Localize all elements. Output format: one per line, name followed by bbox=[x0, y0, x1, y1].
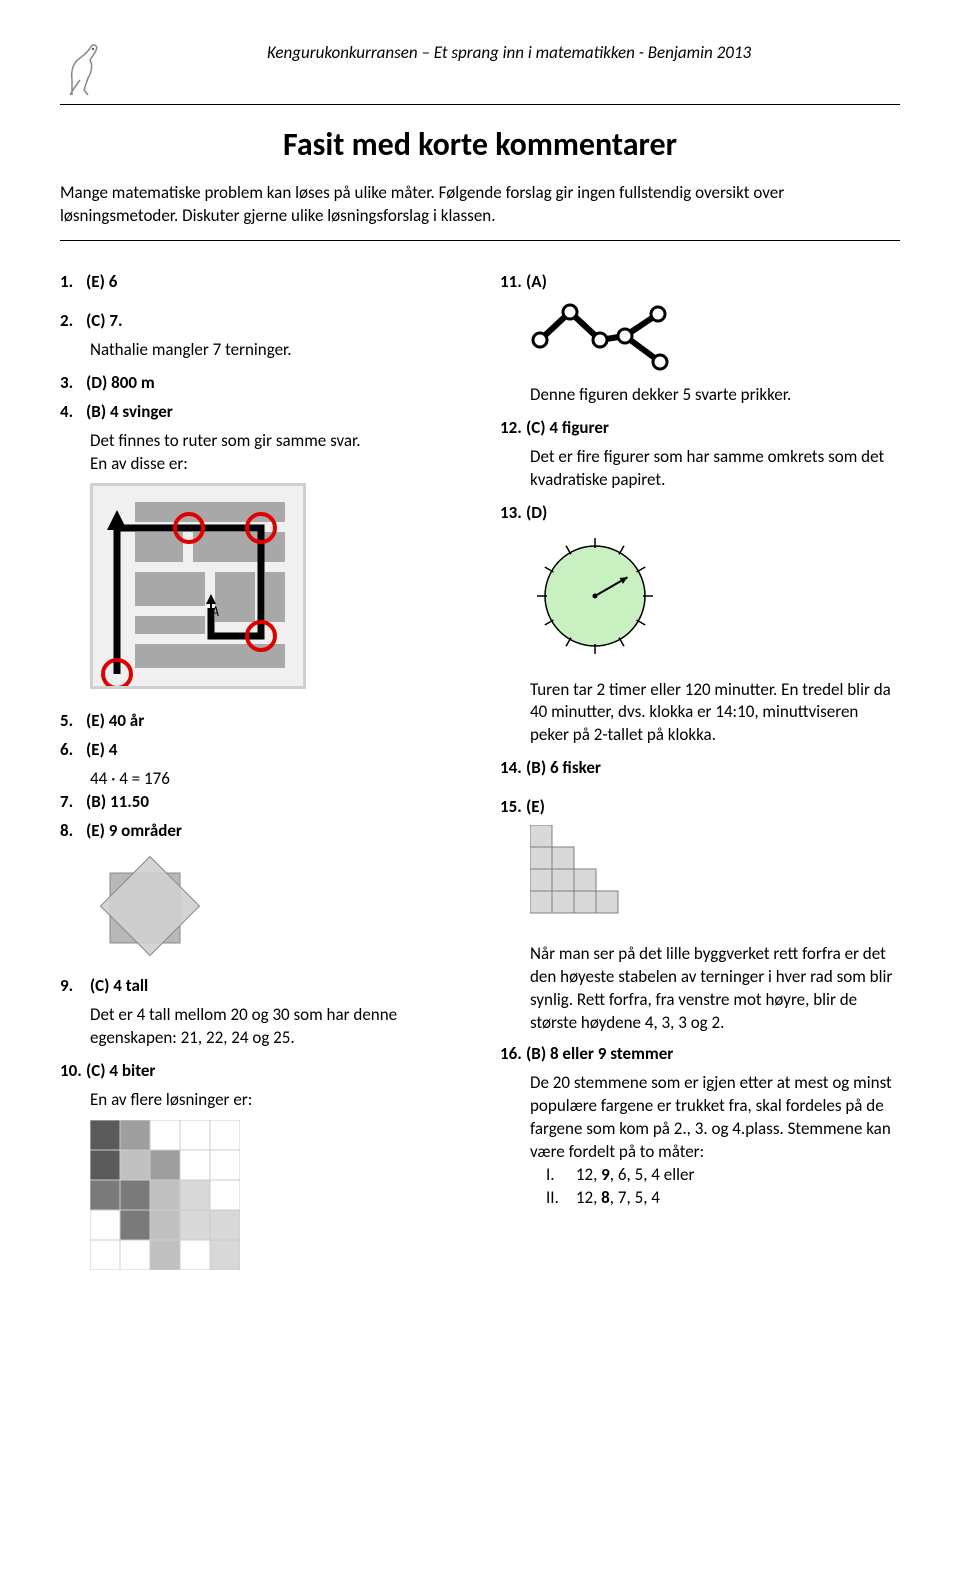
answer-12: 12.(C) 4 figurer bbox=[500, 417, 900, 440]
separator bbox=[60, 240, 900, 241]
q4-note1: Det finnes to ruter som gir samme svar. bbox=[90, 430, 460, 453]
q6-num: 6. bbox=[60, 739, 86, 762]
q1-num: 1. bbox=[60, 271, 86, 294]
answer-14: 14.(B) 6 fisker bbox=[500, 757, 900, 780]
answer-11: 11.(A) bbox=[500, 271, 900, 294]
q4-note2: En av disse er: bbox=[90, 453, 460, 476]
q16-i-bold: 9 bbox=[601, 1164, 610, 1185]
q15-stairs-figure bbox=[530, 825, 640, 925]
q16-option-ii: II. 12, 8, 7, 5, 4 bbox=[546, 1187, 900, 1210]
q1-ans: (E) 6 bbox=[86, 271, 117, 292]
q15-ans: (E) bbox=[526, 796, 545, 817]
q16-i-label: I. bbox=[546, 1164, 572, 1187]
two-column-layout: 1.(E) 6 2.(C) 7. Nathalie mangler 7 tern… bbox=[60, 271, 900, 1284]
q15-num: 15. bbox=[500, 796, 526, 819]
answer-1: 1.(E) 6 bbox=[60, 271, 460, 294]
q4-num: 4. bbox=[60, 401, 86, 424]
q16-option-i: I. 12, 9, 6, 5, 4 eller bbox=[546, 1164, 900, 1187]
kangaroo-icon bbox=[60, 40, 108, 100]
answer-10: 10.(C) 4 biter bbox=[60, 1060, 460, 1083]
q16-intro: Når man ser på det lille byggverket rett… bbox=[530, 943, 900, 1035]
q2-ans: (C) 7. bbox=[86, 310, 123, 331]
answer-13: 13.(D) bbox=[500, 502, 900, 525]
q14-num: 14. bbox=[500, 757, 526, 780]
left-column: 1.(E) 6 2.(C) 7. Nathalie mangler 7 tern… bbox=[60, 271, 460, 1284]
q12-note: Det er fire figurer som har samme omkret… bbox=[530, 446, 900, 492]
right-column: 11.(A) Denne figuren dekker 5 svarte pri… bbox=[500, 271, 900, 1284]
answer-15: 15.(E) bbox=[500, 796, 900, 819]
q8-ans: (E) 9 områder bbox=[86, 820, 182, 841]
q13-ans: (D) bbox=[526, 502, 547, 523]
header-title: Kengurukonkurransen – Et sprang inn i ma… bbox=[118, 40, 900, 63]
q8-squares-figure bbox=[90, 851, 460, 961]
q11-network-figure bbox=[530, 300, 680, 376]
answer-5: 5.(E) 40 år bbox=[60, 710, 460, 733]
q8-num: 8. bbox=[60, 820, 86, 843]
q2-note: Nathalie mangler 7 terninger. bbox=[90, 339, 460, 362]
answer-8: 8.(E) 9 områder bbox=[60, 820, 460, 843]
main-title: Fasit med korte kommentarer bbox=[60, 125, 900, 164]
q10-ans: (C) 4 biter bbox=[86, 1060, 155, 1081]
page-header: Kengurukonkurransen – Et sprang inn i ma… bbox=[60, 40, 900, 105]
answer-7: 7.(B) 11.50 bbox=[60, 791, 460, 814]
q16-note: De 20 stemmene som er igjen etter at mes… bbox=[530, 1072, 900, 1164]
q7-num: 7. bbox=[60, 791, 86, 814]
q7-ans: (B) 11.50 bbox=[86, 791, 149, 812]
q4-map-figure: B A bbox=[90, 483, 460, 696]
answer-9: 9. (C) 4 tall bbox=[60, 975, 460, 998]
q10-note: En av flere løsninger er: bbox=[90, 1089, 460, 1112]
q6-ans: (E) 4 bbox=[86, 739, 117, 760]
answer-6: 6.(E) 4 bbox=[60, 739, 460, 762]
q13-num: 13. bbox=[500, 502, 526, 525]
q16-i-b: , 6, 5, 4 eller bbox=[610, 1164, 695, 1185]
q16-ii-bold: 8 bbox=[601, 1187, 610, 1208]
q12-ans: (C) 4 figurer bbox=[526, 417, 609, 438]
q10-grid-figure bbox=[90, 1120, 460, 1270]
q9-num: 9. bbox=[60, 975, 86, 998]
q11-note: Denne figuren dekker 5 svarte prikker. bbox=[530, 384, 900, 407]
q5-ans: (E) 40 år bbox=[86, 710, 144, 731]
q16-ii-a: 12, bbox=[576, 1187, 601, 1208]
q13-note: Turen tar 2 timer eller 120 minutter. En… bbox=[530, 679, 900, 748]
shade-grid-svg bbox=[90, 1120, 240, 1270]
q4-ans: (B) 4 svinger bbox=[86, 401, 173, 422]
q16-ii-label: II. bbox=[546, 1187, 572, 1210]
answer-2: 2.(C) 7. bbox=[60, 310, 460, 333]
q16-num: 16. bbox=[500, 1043, 526, 1066]
q14-ans: (B) 6 fisker bbox=[526, 757, 601, 778]
q2-num: 2. bbox=[60, 310, 86, 333]
answer-3: 3.(D) 800 m bbox=[60, 372, 460, 395]
q9-ans: (C) 4 tall bbox=[90, 975, 148, 996]
intro-paragraph: Mange matematiske problem kan løses på u… bbox=[60, 182, 900, 228]
q5-num: 5. bbox=[60, 710, 86, 733]
q10-num: 10. bbox=[60, 1060, 86, 1083]
q9-note: Det er 4 tall mellom 20 og 30 som har de… bbox=[90, 1004, 460, 1050]
q13-clock-figure bbox=[530, 531, 660, 661]
answer-4: 4.(B) 4 svinger bbox=[60, 401, 460, 424]
q16-ans: (B) 8 eller 9 stemmer bbox=[526, 1043, 673, 1064]
q3-ans: (D) 800 m bbox=[86, 372, 155, 393]
q16-ii-b: , 7, 5, 4 bbox=[610, 1187, 660, 1208]
q11-num: 11. bbox=[500, 271, 526, 294]
q12-num: 12. bbox=[500, 417, 526, 440]
q3-num: 3. bbox=[60, 372, 86, 395]
q16-i-a: 12, bbox=[576, 1164, 601, 1185]
answer-16: 16.(B) 8 eller 9 stemmer bbox=[500, 1043, 900, 1066]
q6-calc: 44 · 4 = 176 bbox=[90, 768, 460, 791]
q11-ans: (A) bbox=[526, 271, 547, 292]
